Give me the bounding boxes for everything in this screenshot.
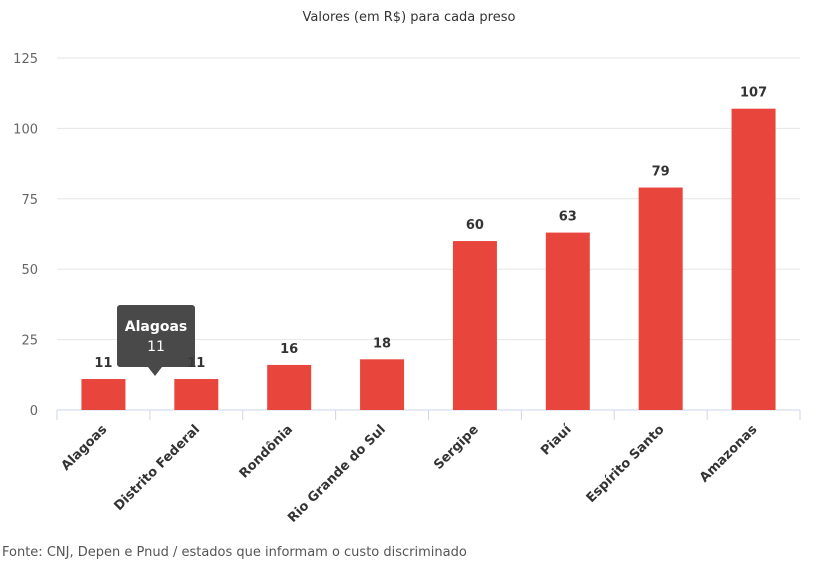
x-tick-label: Rondônia: [237, 422, 296, 481]
tooltip-title: Alagoas: [125, 319, 188, 335]
x-tick-label: Alagoas: [59, 422, 111, 474]
data-label: 79: [652, 165, 670, 180]
y-tick-label: 25: [21, 334, 38, 349]
bar[interactable]: [267, 364, 312, 410]
y-tick-label: 0: [30, 404, 38, 419]
bar[interactable]: [452, 241, 497, 410]
bar[interactable]: [731, 108, 776, 411]
x-tick-label: Rio Grande do Sul: [285, 422, 389, 526]
bar[interactable]: [174, 379, 219, 410]
y-tick-label: 50: [21, 263, 38, 278]
data-label: 18: [373, 336, 391, 351]
data-label: 60: [466, 218, 484, 233]
x-tick-label: Amazonas: [697, 422, 761, 486]
bar[interactable]: [545, 232, 590, 410]
data-label: 11: [94, 356, 112, 371]
chart-title: Valores (em R$) para cada preso: [303, 10, 516, 25]
bar[interactable]: [81, 379, 126, 410]
x-tick-label: Sergipe: [431, 422, 482, 473]
source-note: Fonte: CNJ, Depen e Pnud / estados que i…: [2, 545, 467, 560]
bar[interactable]: [360, 359, 405, 410]
data-label: 16: [280, 342, 298, 357]
x-tick-label: Espírito Santo: [584, 422, 668, 506]
x-tick-label: Piauí: [538, 421, 575, 458]
tooltip-value: 11: [147, 339, 165, 355]
y-tick-label: 125: [13, 52, 38, 67]
bar[interactable]: [638, 187, 683, 410]
y-tick-label: 100: [13, 122, 38, 137]
y-tick-label: 75: [21, 193, 38, 208]
tooltip: Alagoas 11: [117, 305, 195, 376]
x-tick-label: Distrito Federal: [111, 422, 203, 514]
data-label: 107: [740, 86, 767, 101]
data-label: 63: [559, 210, 577, 225]
